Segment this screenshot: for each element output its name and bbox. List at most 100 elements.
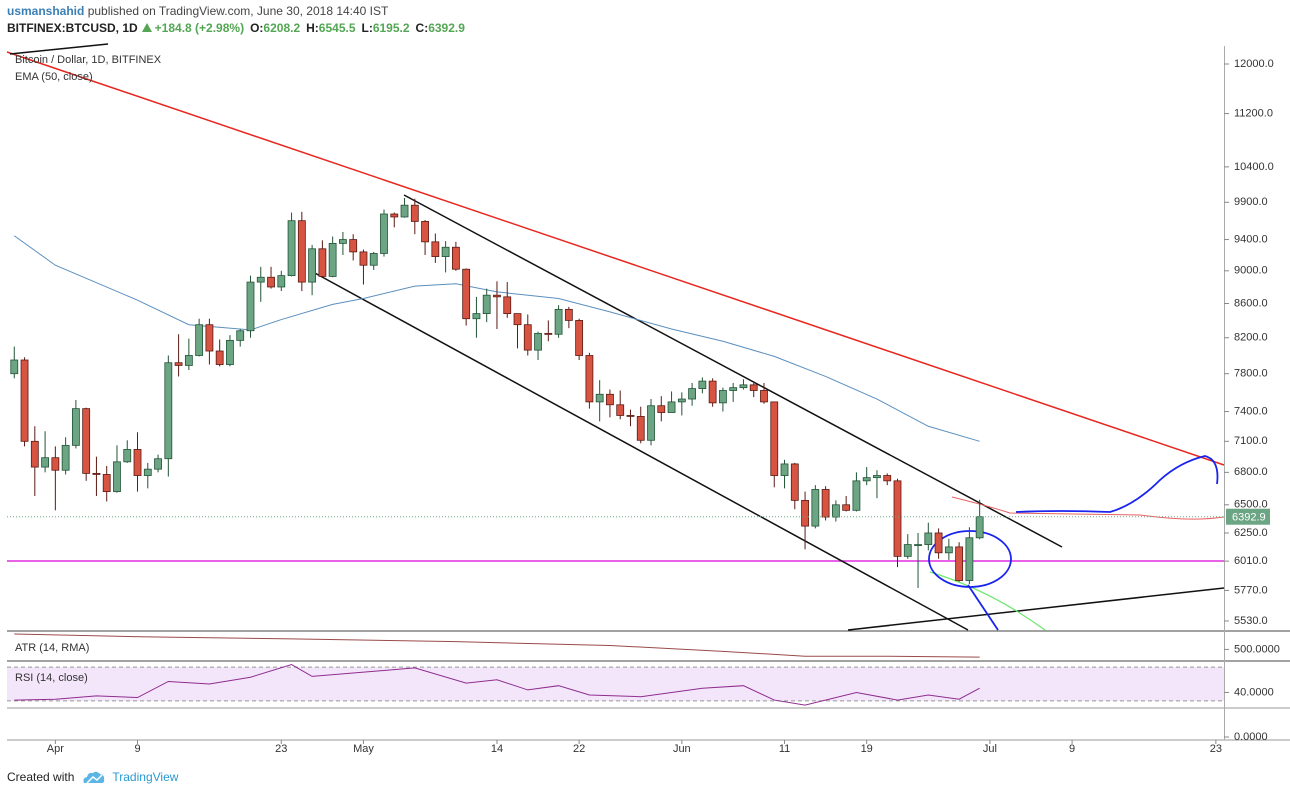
candle-body	[790, 463, 799, 501]
candle-body	[544, 332, 553, 335]
candle-body	[493, 294, 501, 298]
candle-body	[944, 546, 953, 554]
candle-body	[719, 390, 727, 404]
candle-body	[328, 242, 337, 277]
candle-body	[267, 276, 275, 288]
candle-body	[462, 268, 471, 320]
candle-body	[10, 359, 19, 375]
candle-body	[708, 380, 717, 404]
candle-body	[575, 320, 584, 356]
candle-body	[174, 362, 183, 366]
candle-body	[482, 294, 491, 315]
arrow-drawing	[967, 584, 999, 631]
ohlc-prefix: L:	[361, 21, 373, 35]
candle-body	[123, 449, 132, 463]
candle-body	[965, 537, 974, 581]
candle-body	[975, 516, 984, 539]
y-tick-label: 7100.0	[1234, 435, 1268, 447]
rsi-line	[14, 663, 980, 706]
change: +184.8 (+2.98%)	[154, 21, 245, 35]
candle-body	[61, 444, 70, 471]
atr-line	[14, 633, 980, 658]
footer: Created with TradingView	[7, 770, 178, 784]
candle-body	[616, 404, 625, 416]
candle-body	[554, 308, 563, 335]
brand[interactable]: TradingView	[112, 770, 179, 784]
candle-body	[503, 296, 512, 315]
candle-body	[380, 213, 388, 254]
candle-body	[698, 380, 707, 390]
candle-body	[71, 408, 80, 446]
indicator-label: EMA (50, close)	[15, 71, 93, 83]
path-drawing	[1015, 455, 1219, 513]
candle-body	[729, 387, 738, 391]
trend-line	[9, 43, 109, 55]
x-tick-label: 22	[573, 743, 585, 755]
candle-body	[903, 544, 912, 557]
candle-body	[41, 457, 49, 468]
logo	[83, 771, 105, 784]
x-tick-label: 11	[779, 743, 790, 755]
ohlc-prefix: O:	[250, 21, 264, 35]
y-tick-label: 9400.0	[1234, 233, 1268, 245]
candle-body	[606, 393, 614, 406]
candle-body	[749, 384, 758, 391]
candle-body	[82, 408, 91, 474]
candle-body	[297, 220, 306, 283]
indicator-label: ATR (14, RMA)	[15, 642, 89, 654]
candle-body	[934, 532, 943, 554]
candle-body	[636, 416, 645, 441]
author[interactable]: usmanshahid	[7, 4, 85, 18]
candle-body	[523, 324, 532, 351]
candle-body	[113, 461, 121, 493]
x-tick-label: Jul	[983, 743, 997, 755]
candle-body	[770, 401, 779, 476]
plot-bg	[7, 46, 1224, 740]
candle-body	[30, 440, 39, 468]
ohlc-value: 6208.2	[263, 21, 301, 35]
x-tick-label: 9	[1069, 743, 1075, 755]
candle-body	[513, 313, 522, 326]
y-tick-label: 7400.0	[1234, 405, 1268, 417]
candle-body	[626, 415, 635, 417]
y-tick-label: 6010.0	[1234, 555, 1268, 567]
candle-body	[472, 313, 481, 320]
up-arrow	[141, 23, 152, 32]
y-tick-label: 9000.0	[1234, 265, 1268, 277]
candle-body	[441, 246, 450, 257]
x-tick-label: 9	[134, 743, 140, 755]
y-tick-label: 40.0000	[1234, 686, 1274, 698]
y-tick-label: 7800.0	[1234, 368, 1268, 380]
candle-body	[842, 504, 851, 511]
x-tick-label: 19	[861, 743, 873, 755]
candle-body	[585, 355, 594, 403]
candle-body	[308, 248, 317, 283]
candle-body	[421, 221, 429, 243]
candle-body	[369, 253, 378, 266]
publish-info: published on TradingView.com, June 30, 2…	[87, 4, 389, 18]
candle-body	[760, 390, 768, 403]
ohlc-value: 6195.2	[372, 21, 410, 35]
ohlc-value: 6392.9	[428, 21, 465, 35]
candle-body	[595, 393, 604, 403]
channel-line	[403, 194, 1063, 548]
y-tick-label: 12000.0	[1234, 58, 1274, 70]
candle-body	[277, 275, 286, 288]
candle-body	[226, 339, 234, 365]
y-tick-label: 5770.0	[1234, 584, 1268, 596]
candle-body	[92, 472, 101, 475]
y-tick-label: 500.0000	[1234, 643, 1280, 655]
candle-body	[20, 359, 29, 442]
trend-line	[6, 51, 1225, 466]
y-tick-label: 10400.0	[1234, 161, 1274, 173]
projection-curve	[929, 571, 1046, 631]
y-tick-label: 5530.0	[1234, 615, 1268, 627]
last-price-box	[1226, 508, 1270, 525]
candle-body	[688, 388, 696, 400]
candle-body	[873, 475, 881, 479]
candle-body	[431, 241, 440, 257]
candle-body	[143, 468, 152, 476]
x-tick-label: Apr	[47, 743, 64, 755]
candle-body	[164, 362, 173, 460]
